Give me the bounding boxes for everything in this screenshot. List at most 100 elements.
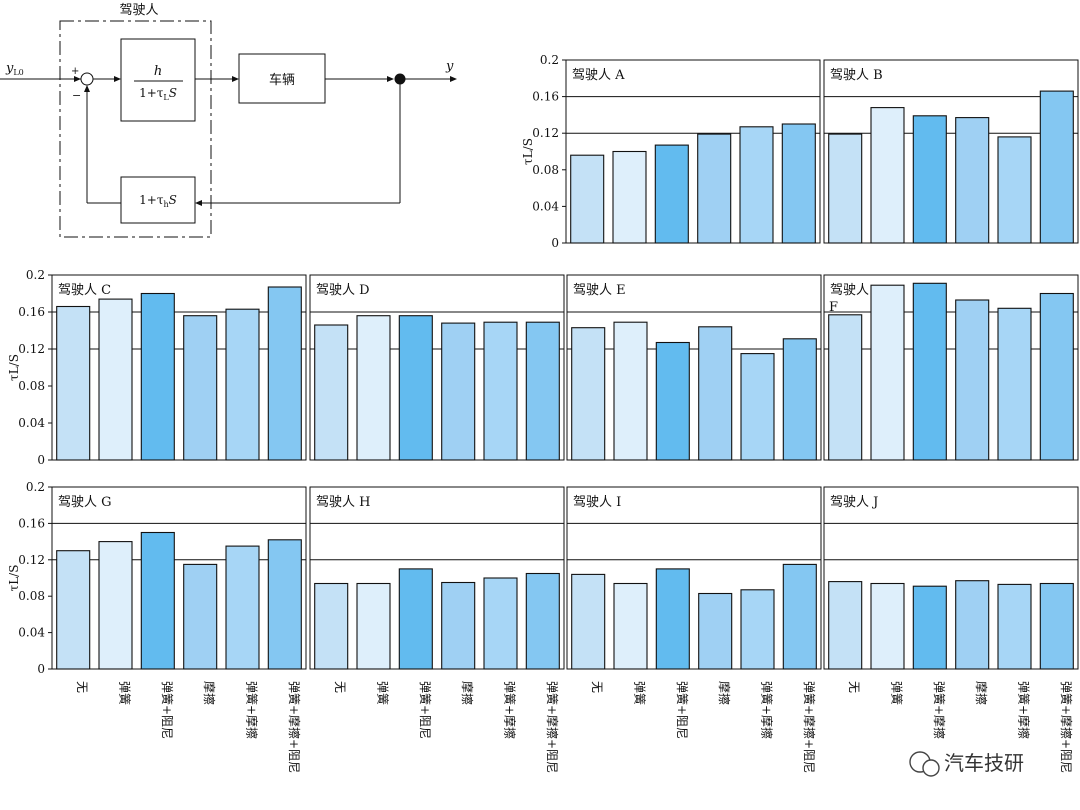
bar-2 <box>870 284 905 461</box>
panel-frame <box>823 486 1079 670</box>
input-label: yL0 <box>5 61 24 77</box>
category-label: 无 <box>75 681 89 693</box>
bar-1 <box>570 154 605 244</box>
bar-3 <box>655 341 690 461</box>
panel-title: 驾驶人 E <box>573 283 626 298</box>
panel-title: 驾驶人 <box>830 283 869 298</box>
bar-1 <box>828 581 863 670</box>
y-tick-label: 0.16 <box>532 90 559 104</box>
bar-5 <box>997 583 1032 670</box>
bar-6 <box>1039 582 1074 670</box>
category-label: 弹簧+阻尼 <box>160 681 175 739</box>
bar-1 <box>571 573 606 670</box>
y-tick-label: 0 <box>551 236 559 250</box>
panel-frame <box>309 486 565 670</box>
bar-4 <box>955 117 990 244</box>
category-label: 弹簧 <box>890 681 905 705</box>
bar-4 <box>441 581 476 670</box>
category-label: 弹簧+摩擦+阻尼 <box>802 681 817 773</box>
y-tick-label: 0.04 <box>532 199 559 213</box>
bar-6 <box>782 338 817 461</box>
panel-frame <box>309 274 565 461</box>
y-tick-label: 0.04 <box>18 416 45 430</box>
forward-denominator: 1+τLS <box>139 86 177 102</box>
panel-B: 驾驶人 B <box>823 59 1079 244</box>
forward-numerator: h <box>154 64 162 79</box>
bar-6 <box>781 123 816 244</box>
bar-2 <box>612 150 647 244</box>
vehicle-label: 车辆 <box>269 72 295 88</box>
bar-3 <box>912 115 947 244</box>
category-label: 弹簧+阻尼 <box>418 681 433 739</box>
watermark-text: 汽车技研 <box>944 751 1024 775</box>
y-tick-label: 0 <box>37 453 45 467</box>
panel-frame <box>51 486 307 670</box>
category-label: 无 <box>847 681 861 693</box>
bar-5 <box>740 589 775 670</box>
bar-4 <box>697 133 732 244</box>
panel-frame <box>565 59 821 244</box>
bar-3 <box>398 315 433 461</box>
bar-1 <box>314 582 349 670</box>
bar-3 <box>912 282 947 461</box>
bar-4 <box>955 580 990 670</box>
bar-3 <box>398 568 433 670</box>
bar-3 <box>140 292 175 461</box>
category-label: 弹簧+摩擦 <box>760 681 775 739</box>
watermark: 汽车技研 <box>909 751 1024 777</box>
bar-1 <box>56 550 91 670</box>
category-label: 无 <box>590 681 604 693</box>
bar-2 <box>98 541 133 670</box>
y-tick-label: 0.04 <box>18 626 45 640</box>
y-axis-label: τL/S <box>521 138 535 165</box>
feedback-block <box>120 176 196 224</box>
panel-title: 驾驶人 A <box>572 68 625 83</box>
bar-panels: 驾驶人 A 0 0.04 0.08 0.12 0.16 0.2 τL/S 驾驶人 B 驾驶人 C 0… <box>7 53 1079 773</box>
category-label: 摩擦 <box>974 681 989 705</box>
minus-sign: − <box>72 89 81 102</box>
panel-title: 驾驶人 C <box>58 283 111 298</box>
y-axis-label: τL/S <box>7 354 21 381</box>
bar-3 <box>140 531 175 670</box>
category-label: 弹簧+摩擦 <box>245 681 260 739</box>
panel-title: 驾驶人 J <box>830 495 878 510</box>
bar-1 <box>56 305 91 461</box>
panel-frame <box>823 274 1079 461</box>
bar-2 <box>356 582 391 670</box>
bar-1 <box>571 327 606 461</box>
bar-5 <box>225 308 260 461</box>
category-label: 弹簧+摩擦 <box>503 681 518 739</box>
panel-H: 驾驶人 H 无 弹簧 弹簧+阻尼 摩擦 弹簧+摩擦 弹簧+摩擦+阻尼 <box>309 486 565 773</box>
panel-G: 驾驶人 G 0 0.04 0.08 0.12 0.16 0.2 τL/S 无 弹簧 弹簧+阻尼 摩擦 弹… <box>7 480 307 773</box>
panel-C: 驾驶人 C 0 0.04 0.08 0.12 0.16 0.2 τL/S <box>7 268 307 467</box>
bar-1 <box>314 324 349 461</box>
bar-5 <box>997 136 1032 244</box>
y-tick-label: 0.08 <box>532 163 559 177</box>
category-label: 弹簧+摩擦 <box>1017 681 1032 739</box>
y-tick-label: 0.16 <box>18 516 45 530</box>
bar-6 <box>1039 292 1074 461</box>
bar-4 <box>183 563 218 670</box>
bar-4 <box>441 322 476 461</box>
bar-5 <box>225 545 260 670</box>
panel-A: 驾驶人 A 0 0.04 0.08 0.12 0.16 0.2 τL/S <box>521 53 821 250</box>
summing-junction <box>80 72 94 86</box>
output-label: y <box>445 59 454 74</box>
category-label: 弹簧 <box>633 681 648 705</box>
panel-title: 驾驶人 G <box>58 495 112 510</box>
branch-point <box>394 73 406 85</box>
y-tick-label: 0.16 <box>18 305 45 319</box>
category-label: 弹簧+摩擦+阻尼 <box>545 681 560 773</box>
y-tick-label: 0.08 <box>18 379 45 393</box>
bar-6 <box>267 539 302 670</box>
bar-3 <box>655 568 690 670</box>
bar-5 <box>483 577 518 670</box>
bar-2 <box>98 298 133 461</box>
panel-title: 驾驶人 D <box>316 283 370 298</box>
bar-5 <box>739 126 774 244</box>
bar-4 <box>183 315 218 461</box>
panel-title: 驾驶人 H <box>316 495 370 510</box>
category-label: 摩擦 <box>202 681 217 705</box>
y-tick-label: 0.12 <box>18 342 45 356</box>
bar-4 <box>955 299 990 461</box>
